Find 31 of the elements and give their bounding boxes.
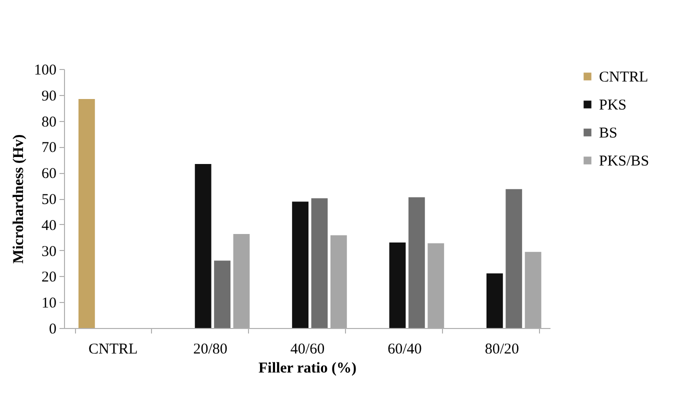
y-tick-label: 70 <box>42 140 56 156</box>
bar <box>389 242 406 328</box>
bar <box>311 198 328 328</box>
y-tick-label: 0 <box>49 322 56 338</box>
legend-label: CNTRL <box>599 70 648 86</box>
y-tick-label: 60 <box>42 166 56 182</box>
legend-label: PKS/BS <box>599 154 650 170</box>
x-tick-label: 20/80 <box>193 342 228 358</box>
legend-label: BS <box>599 126 618 142</box>
x-tick-label: CNTRL <box>88 342 138 358</box>
x-tick-label: 80/20 <box>484 342 519 358</box>
legend-label: PKS <box>599 98 627 114</box>
bar <box>486 273 503 328</box>
y-tick-label: 80 <box>42 114 56 130</box>
bar <box>506 189 522 328</box>
y-tick-label: 10 <box>42 296 56 312</box>
x-axis-title: Filler ratio (%) <box>258 360 357 376</box>
bar <box>292 202 308 328</box>
y-axis-title: Microhardness (Hv) <box>11 134 27 264</box>
y-tick-label: 40 <box>42 218 56 234</box>
bar <box>214 260 230 328</box>
x-tick-label: 40/60 <box>290 342 325 358</box>
bar <box>194 164 212 328</box>
bar <box>78 99 95 328</box>
x-tick-label: 60/40 <box>388 342 422 358</box>
y-tick-label: 30 <box>42 244 56 260</box>
y-tick-label: 90 <box>42 88 56 104</box>
bar <box>408 197 425 328</box>
y-tick-label: 100 <box>34 62 56 78</box>
y-tick-label: 20 <box>42 270 56 286</box>
y-tick-label: 50 <box>42 192 56 208</box>
